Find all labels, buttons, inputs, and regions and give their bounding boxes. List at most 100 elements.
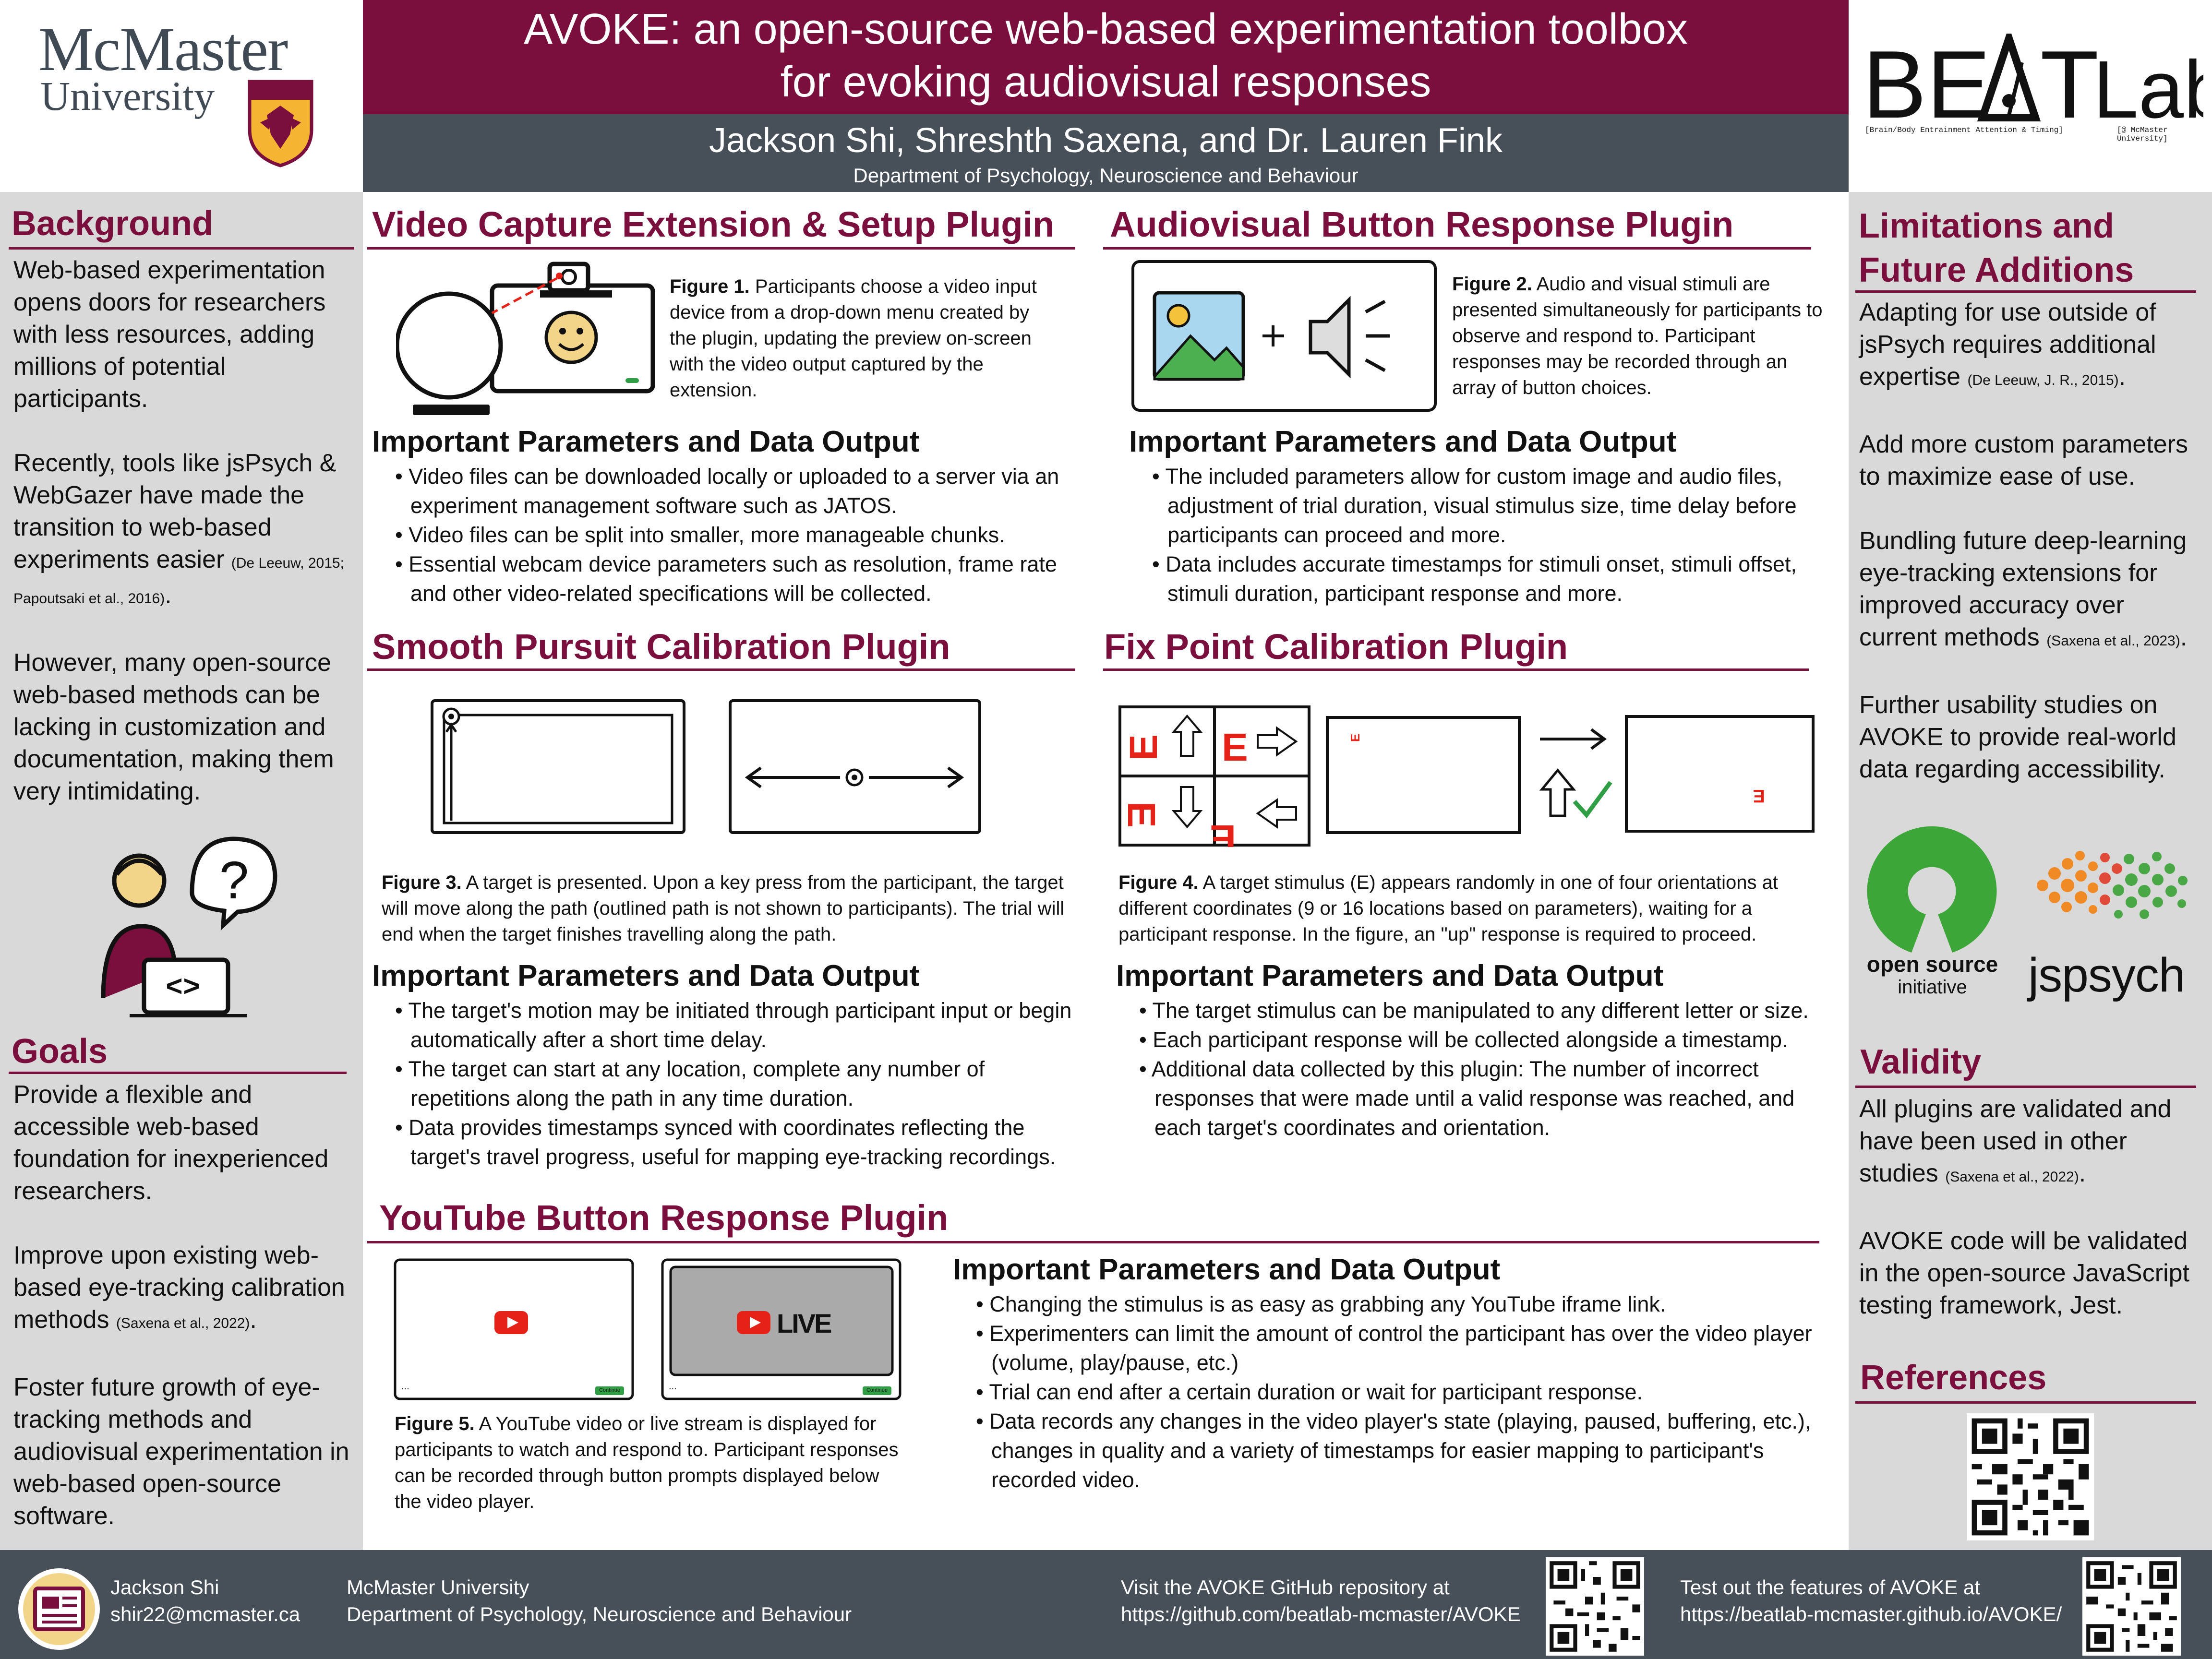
smooth-pursuit-subheading: Important Parameters and Data Output xyxy=(372,959,920,992)
bullet: • Data includes accurate timestamps for … xyxy=(1152,552,1797,606)
fix-point-figure-icon: E E E E E xyxy=(1118,705,1668,847)
svg-text:T: T xyxy=(2040,34,2099,138)
limitations-text: Adapting for use outside of jsPsych requ… xyxy=(1859,297,2205,786)
lab-subtitle: [Brain/Body Entrainment Attention & Timi… xyxy=(1865,126,2063,134)
figure4-caption: Figure 4. A target stimulus (E) appears … xyxy=(1118,872,1779,945)
smooth-pursuit-figure-icon xyxy=(431,699,981,834)
video-capture-bullets: • Video files can be downloaded locally … xyxy=(374,462,1080,608)
continue-button: Continue xyxy=(599,1387,621,1393)
limitations-p2: Add more custom parameters to maximize e… xyxy=(1859,430,2188,490)
jspsych-brain-logo-icon xyxy=(2037,851,2188,919)
poster-title-line2: for evoking audiovisual responses xyxy=(780,58,1431,106)
validity-p1: All plugins are validated and have been … xyxy=(1859,1095,2172,1187)
audiovisual-stimuli-illustration-icon xyxy=(1131,260,1437,412)
footer-github: Visit the AVOKE GitHub repository at htt… xyxy=(1121,1574,1521,1628)
university-logo-sub: University xyxy=(40,73,215,119)
goals-text: Provide a flexible and accessible web-ba… xyxy=(13,1079,349,1532)
continue-button: Continue xyxy=(866,1387,888,1393)
goals-rule xyxy=(9,1072,347,1074)
references-qr-code-icon[interactable] xyxy=(1967,1413,2094,1540)
footer-contact: Jackson Shi shir22@mcmaster.ca xyxy=(110,1574,300,1628)
beat-lab-logo-icon: BE T Lab xyxy=(1863,34,2203,138)
bullet: • Each participant response will be coll… xyxy=(1139,1027,1788,1052)
bullet: • Trial can end after a certain duration… xyxy=(976,1380,1643,1404)
svg-text:E: E xyxy=(1348,734,1362,742)
validity-heading: Validity xyxy=(1860,1043,1982,1081)
limitations-rule xyxy=(1855,290,2196,293)
background-heading: Background xyxy=(12,204,214,243)
limitations-p1: Adapting for use outside of jsPsych requ… xyxy=(1859,298,2156,391)
footer-demo-link[interactable]: https://beatlab-mcmaster.github.io/AVOKE… xyxy=(1680,1603,2062,1625)
footer-email[interactable]: shir22@mcmaster.ca xyxy=(110,1603,301,1625)
limitations-p4: Further usability studies on AVOKE to pr… xyxy=(1859,691,2176,783)
lab-location: [@ McMaster University] xyxy=(2117,126,2168,143)
svg-text:?: ? xyxy=(219,851,249,910)
fix-point-heading: Fix Point Calibration Plugin xyxy=(1104,627,1568,667)
youtube-bullets: • Changing the stimulus is as easy as gr… xyxy=(955,1289,1819,1494)
university-logo-name: McMaster xyxy=(38,15,288,84)
open-source-initiative-logo-icon xyxy=(1867,826,1997,953)
fix-point-subheading: Important Parameters and Data Output xyxy=(1116,959,1664,992)
left-column xyxy=(0,192,363,1550)
figure1-caption: Figure 1. Participants choose a video in… xyxy=(670,276,1037,401)
github-qr-code-icon[interactable] xyxy=(1546,1557,1644,1656)
footer-demo-label: Test out the features of AVOKE at xyxy=(1680,1576,1980,1599)
bullet: • Video files can be split into smaller,… xyxy=(395,523,1005,547)
bullet: • Data records any changes in the video … xyxy=(976,1409,1811,1492)
audiovisual-bullets: • The included parameters allow for cust… xyxy=(1131,462,1813,608)
bullet: • The target can start at any location, … xyxy=(395,1057,985,1110)
goals-heading: Goals xyxy=(12,1032,108,1071)
bullet: • Experimenters can limit the amount of … xyxy=(976,1321,1812,1375)
validity-rule xyxy=(1855,1086,2196,1088)
footer-university: McMaster University xyxy=(347,1576,529,1599)
svg-text:E: E xyxy=(1210,817,1236,847)
footer-github-label: Visit the AVOKE GitHub repository at xyxy=(1121,1576,1450,1599)
bullet: • Data provides timestamps synced with c… xyxy=(395,1115,1056,1169)
goals-p2: Improve upon existing web-based eye-trac… xyxy=(13,1241,345,1334)
fix-point-rule xyxy=(1103,668,1809,671)
demo-qr-code-icon[interactable] xyxy=(2082,1557,2181,1656)
references-heading: References xyxy=(1860,1359,2047,1397)
youtube-heading: YouTube Button Response Plugin xyxy=(379,1198,949,1238)
newspaper-icon xyxy=(33,1587,85,1631)
player-dots: ... xyxy=(401,1381,409,1392)
background-rule xyxy=(9,247,354,250)
citation: (Saxena et al., 2022) xyxy=(116,1315,250,1331)
citation: (Saxena et al., 2022) xyxy=(1945,1169,2079,1185)
university-crest-icon xyxy=(248,80,313,167)
limitations-p3: Bundling future deep-learning eye-tracki… xyxy=(1859,527,2188,651)
video-capture-subheading: Important Parameters and Data Output xyxy=(372,425,920,458)
svg-text:BE: BE xyxy=(1863,34,1991,138)
audiovisual-subheading: Important Parameters and Data Output xyxy=(1129,425,1677,458)
bullet: • Video files can be downloaded locally … xyxy=(395,464,1059,518)
author-band: Jackson Shi, Shreshth Saxena, and Dr. La… xyxy=(363,114,1849,192)
validity-text: All plugins are validated and have been … xyxy=(1859,1093,2205,1322)
svg-text:E: E xyxy=(1122,734,1166,761)
goals-p1: Provide a flexible and accessible web-ba… xyxy=(13,1081,329,1205)
footer-github-link[interactable]: https://github.com/beatlab-mcmaster/AVOK… xyxy=(1121,1603,1521,1625)
youtube-subheading: Important Parameters and Data Output xyxy=(953,1253,1501,1286)
footer xyxy=(0,1550,2212,1659)
bullet: • The target's motion may be initiated t… xyxy=(395,998,1072,1052)
video-capture-heading: Video Capture Extension & Setup Plugin xyxy=(372,204,1055,244)
figure3-caption: Figure 3. A target is presented. Upon a … xyxy=(382,872,1065,945)
poster-title-line1: AVOKE: an open-source web-based experime… xyxy=(524,5,1688,53)
webcam-setup-illustration-icon xyxy=(396,262,655,415)
citation: (De Leeuw, J. R., 2015) xyxy=(1967,372,2119,388)
limitations-heading: Limitations and Future Additions xyxy=(1859,207,2134,289)
jspsych-logo-text: jspsych xyxy=(2028,948,2185,1002)
background-p1: Web-based experimentation opens doors fo… xyxy=(13,256,326,413)
youtube-players-figure-icon xyxy=(394,1258,902,1400)
osi-logo-text: open source initiative xyxy=(1866,952,1998,998)
background-text: Web-based experimentation opens doors fo… xyxy=(13,254,349,808)
background-p2: Recently, tools like jsPsych & WebGazer … xyxy=(13,449,344,609)
fix-point-target-screen-icon: E xyxy=(1625,715,1815,833)
fix-point-bullets: • The target stimulus can be manipulated… xyxy=(1118,996,1829,1142)
footer-name: Jackson Shi xyxy=(110,1576,219,1599)
smooth-pursuit-rule xyxy=(367,668,1075,671)
audiovisual-heading: Audiovisual Button Response Plugin xyxy=(1110,204,1734,244)
svg-text:E: E xyxy=(1753,786,1765,806)
svg-text:Lab: Lab xyxy=(2093,44,2203,135)
svg-text:<>: <> xyxy=(166,972,200,1005)
youtube-rule xyxy=(367,1241,1819,1243)
